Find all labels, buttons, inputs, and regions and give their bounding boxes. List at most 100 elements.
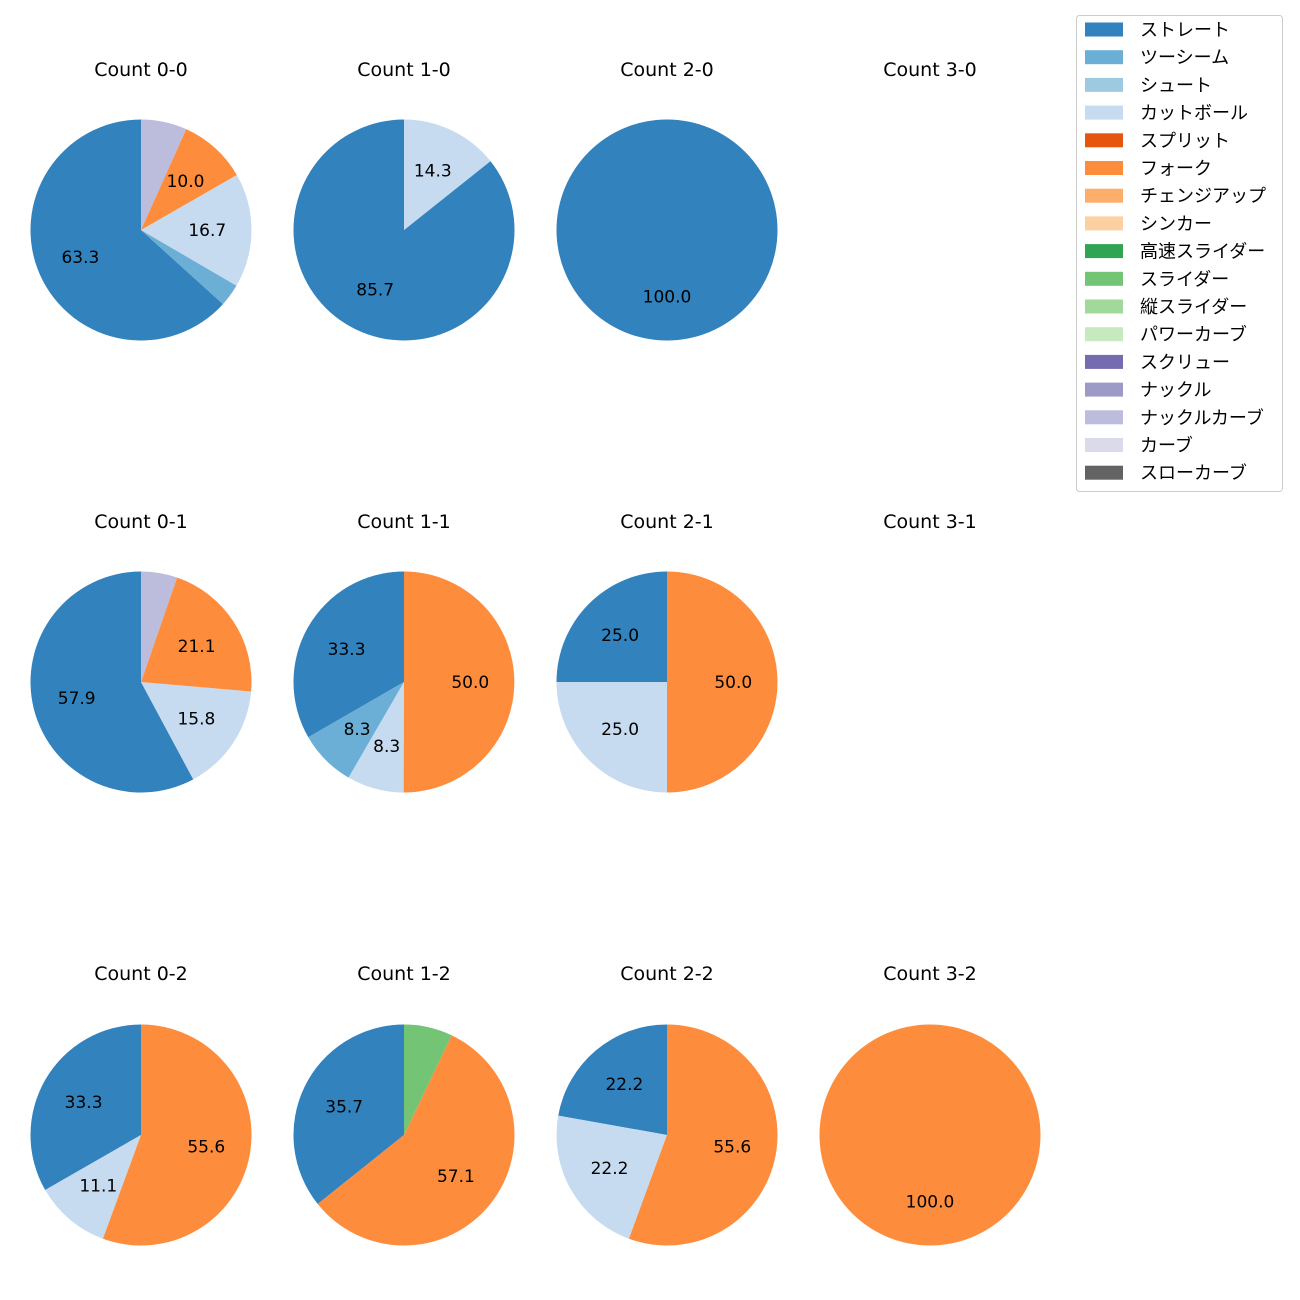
legend-swatch [1085, 244, 1123, 259]
legend-label: シンカー [1140, 214, 1212, 235]
slice-label: 55.6 [713, 1138, 751, 1158]
pie-panel: Count 2-1 25.0 25.0 50.0 [556, 511, 778, 793]
slice-label: 50.0 [714, 673, 752, 693]
legend-label: スクリュー [1140, 352, 1230, 373]
legend-swatch [1085, 327, 1123, 342]
pie-title: Count 2-2 [620, 963, 714, 985]
slice-label: 55.6 [187, 1138, 225, 1158]
pie-slice [293, 1024, 404, 1205]
pie-title: Count 2-1 [620, 511, 714, 533]
slice-label: 85.7 [356, 281, 394, 301]
pie-title: Count 3-1 [883, 511, 977, 533]
legend-label: シュート [1140, 75, 1212, 96]
pie-panel: Count 0-2 33.3 11.1 55.6 [30, 963, 252, 1246]
legend-item: カーブ [1085, 435, 1193, 457]
slice-label: 100.0 [643, 287, 692, 307]
slice-label: 50.0 [451, 673, 489, 693]
pie-panel: Count 1-2 35.7 57.1 [293, 963, 515, 1246]
pie-slice [293, 571, 404, 738]
pie-slice [141, 230, 237, 305]
legend-item: シンカー [1085, 214, 1212, 235]
legend-frame [1076, 15, 1283, 492]
legend-label: スライダー [1140, 269, 1229, 290]
legend-item: フォーク [1085, 159, 1212, 180]
slice-label: 57.9 [58, 689, 96, 709]
pie-title: Count 0-0 [94, 59, 188, 81]
pie-slice [141, 577, 252, 692]
legend-swatch [1085, 161, 1123, 175]
pie-slice [348, 682, 404, 793]
legend-item: 高速スライダー [1085, 242, 1265, 263]
slice-label: 14.3 [414, 161, 452, 181]
legend-item: ナックルカーブ [1085, 407, 1264, 429]
legend-label: スローカーブ [1140, 462, 1247, 484]
pie-panel: Count 3-0 [883, 59, 977, 81]
slice-label: 16.7 [188, 221, 226, 241]
slice-label: 8.3 [344, 720, 371, 740]
slice-label: 35.7 [325, 1097, 363, 1117]
legend-item: カットボール [1085, 103, 1248, 124]
slice-label: 25.0 [601, 626, 639, 646]
slice-label: 33.3 [328, 640, 366, 660]
pie-slice [308, 682, 404, 778]
legend-item: ツーシーム [1085, 48, 1229, 69]
pie-slice [141, 571, 178, 682]
legend-swatch [1085, 133, 1123, 148]
slice-label: 25.0 [601, 720, 639, 740]
legend-label: 縦スライダー [1140, 297, 1247, 318]
legend-swatch [1085, 50, 1123, 65]
pie-slice [141, 174, 252, 286]
pie-title: Count 3-0 [883, 59, 977, 81]
pie-slice [404, 1024, 452, 1135]
pie-title: Count 2-0 [620, 59, 714, 81]
slice-label: 10.0 [167, 172, 205, 192]
pie-panel: Count 3-1 [883, 511, 977, 533]
legend-label: フォーク [1140, 159, 1212, 180]
legend-item: スローカーブ [1085, 462, 1247, 484]
pie-slice [556, 119, 778, 341]
legend-swatch [1085, 77, 1123, 92]
slice-label: 11.1 [79, 1177, 117, 1197]
pie-slice [556, 571, 667, 682]
pie-panel: Count 1-0 85.7 14.3 [293, 59, 515, 341]
legend-item: スライダー [1085, 269, 1229, 290]
pie-slice [403, 571, 515, 793]
pie-panel: Count 0-0 63.3 16.7 10.0 [30, 59, 252, 341]
legend-item: シュート [1085, 75, 1212, 96]
pie-panel: Count 0-1 57.9 15.8 21.1 [30, 511, 252, 793]
pie-slice [556, 682, 667, 793]
pie-slice [667, 571, 778, 793]
slice-label: 100.0 [906, 1192, 955, 1212]
legend-item: 縦スライダー [1085, 297, 1247, 318]
slice-label: 22.2 [591, 1159, 629, 1179]
pie-slice [558, 1024, 667, 1135]
pie-title: Count 1-1 [357, 511, 451, 533]
pie-slice [556, 1115, 667, 1239]
legend-swatch [1085, 438, 1123, 452]
legend-swatch [1085, 216, 1123, 231]
pie-title: Count 3-2 [883, 963, 977, 985]
legend-swatch [1085, 410, 1123, 425]
legend-label: スプリット [1140, 131, 1230, 152]
slice-label: 15.8 [177, 710, 215, 730]
slice-label: 22.2 [605, 1075, 643, 1095]
legend-item: スプリット [1085, 131, 1230, 152]
legend: ストレートツーシームシュートカットボールスプリットフォークチェンジアップシンカー… [1076, 15, 1283, 492]
slice-label: 33.3 [65, 1093, 103, 1113]
legend-swatch [1085, 465, 1123, 480]
slice-label: 63.3 [61, 248, 99, 268]
legend-swatch [1085, 354, 1123, 369]
pie-slice [141, 129, 237, 230]
pie-slice [819, 1024, 1041, 1246]
pie-slice [628, 1024, 778, 1246]
pie-slice [317, 1035, 515, 1246]
legend-label: 高速スライダー [1140, 242, 1265, 263]
legend-item: スクリュー [1085, 352, 1230, 373]
legend-swatch [1085, 271, 1123, 286]
slice-label: 57.1 [437, 1167, 475, 1187]
slice-label: 8.3 [373, 737, 400, 757]
pie-slice [141, 119, 187, 230]
legend-item: ナックル [1085, 380, 1211, 401]
legend-label: パワーカーブ [1140, 324, 1247, 346]
